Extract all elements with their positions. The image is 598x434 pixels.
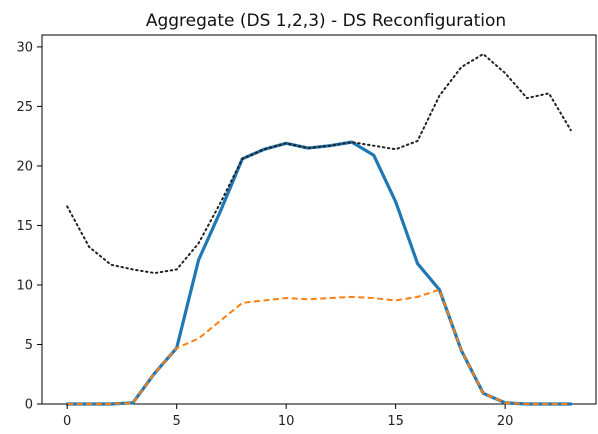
x-tick-label: 0: [63, 414, 71, 429]
y-tick-label: 5: [25, 338, 33, 353]
series-layer: [65, 53, 573, 406]
y-tick-label: 15: [16, 219, 33, 234]
y-tick-label: 20: [16, 159, 33, 174]
y-tick-label: 30: [16, 40, 33, 55]
y-tick-label: 25: [16, 100, 33, 115]
y-tick-label: 0: [25, 398, 33, 413]
series-line-dashed: [67, 288, 571, 405]
x-tick-label: 5: [173, 414, 181, 429]
x-tick-label: 20: [497, 414, 514, 429]
y-axis: 0 5 10 15 20 25 30: [16, 40, 42, 413]
plot-frame: [41, 34, 597, 405]
y-tick-label: 10: [16, 278, 33, 293]
x-axis: 0 5 10 15 20: [63, 404, 513, 429]
x-tick-label: 10: [278, 414, 295, 429]
x-tick-label: 15: [387, 414, 404, 429]
series-line-dotted: [66, 53, 572, 275]
plot-area: [41, 34, 597, 405]
chart-title: Aggregate (DS 1,2,3) - DS Reconfiguratio…: [146, 11, 506, 31]
